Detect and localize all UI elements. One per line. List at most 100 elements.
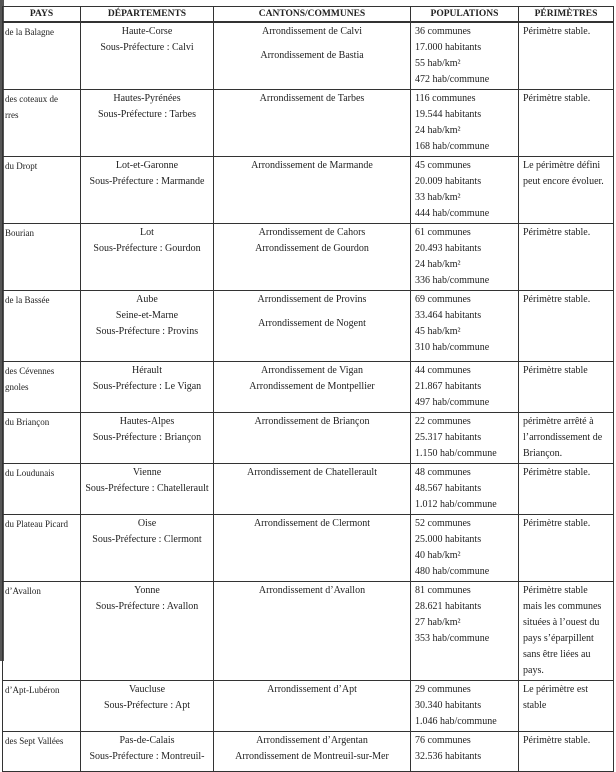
departement-text: Yonne	[134, 585, 160, 596]
population-cell: 52 communes 25.000 habitants 40 hab/km² 480…	[410, 514, 519, 582]
pays-cell: du Loudunais	[2, 463, 81, 515]
table-row: de la Balagne Haute-Corse Sous-Préfecture …	[2, 21, 614, 90]
departement-cell: Hérault Sous-Préfecture : Le Vigan	[80, 361, 214, 413]
departement-cell: Hautes-Pyrénées Sous-Préfecture : Tarbes	[80, 89, 214, 157]
population-text: 19.544 habitants	[415, 109, 482, 120]
population-text: 1.046 hab/commune	[415, 716, 497, 727]
table-row: des Cévennes gnoles Hérault Sous-Préfecture…	[2, 361, 614, 413]
pays-table: PAYS DÉPARTEMENTS CANTONS/COMMUNES POPUL…	[2, 6, 614, 772]
departement-text: Sous-Préfecture : Apt	[103, 700, 191, 711]
population-text: 17.000 habitants	[415, 42, 482, 53]
population-text: 30.340 habitants	[415, 700, 482, 711]
population-text: 33.464 habitants	[415, 310, 482, 321]
perimetre-text: Périmètre stable.	[523, 735, 591, 746]
population-text: 45 communes	[415, 160, 471, 171]
cantons-text	[218, 40, 406, 48]
cantons-text: Arrondissement de Provins	[257, 294, 367, 305]
perimetre-text: Périmètre stable.	[523, 93, 591, 104]
table-row: du Loudunais Vienne Sous-Préfecture : Chat…	[2, 463, 614, 515]
cantons-text	[218, 308, 406, 316]
perimetre-cell: Périmètre stable.	[518, 463, 614, 515]
perimetre-text: Périmètre stable.	[523, 227, 591, 238]
population-text: 33 hab/km²	[415, 192, 461, 203]
population-text: 32.536 habitants	[415, 751, 482, 762]
departement-cell: Pas-de-Calais Sous-Préfecture : Montreuil…	[80, 731, 214, 772]
population-text: 336 hab/commune	[415, 275, 490, 286]
departement-text: Sous-Préfecture : Briançon	[92, 432, 202, 443]
perimetre-text: Périmètre stable.	[523, 294, 591, 305]
cantons-cell: Arrondissement d’Argentan Arrondissement …	[213, 731, 411, 772]
table-row: d’Avallon Yonne Sous-Préfecture : Avallon A…	[2, 581, 614, 681]
departement-text: Lot	[140, 227, 154, 238]
table-row: d’Apt-Lubéron Vaucluse Sous-Préfecture : A…	[2, 680, 614, 732]
departement-text: Pas-de-Calais	[119, 735, 175, 746]
perimetre-cell: Périmètre stable mais les communes situé…	[518, 581, 614, 681]
departement-text: Hautes-Pyrénées	[113, 93, 181, 104]
departement-text: Aube	[136, 294, 158, 305]
population-text: 27 hab/km²	[415, 617, 461, 628]
population-text: 52 communes	[415, 518, 471, 529]
population-text: 1.012 hab/commune	[415, 499, 497, 510]
population-text: 28.621 habitants	[415, 601, 482, 612]
cantons-text: Arrondissement de Cahors	[258, 227, 366, 238]
header-populations: POPULATIONS	[410, 6, 519, 23]
pays-cell: du Dropt	[2, 156, 81, 224]
cantons-text: Arrondissement de Marmande	[251, 160, 373, 171]
perimetre-cell: Périmètre stable.	[518, 223, 614, 291]
population-text: 353 hab/commune	[415, 633, 490, 644]
population-text: 24 hab/km²	[415, 125, 461, 136]
population-text: 480 hab/commune	[415, 566, 490, 577]
pays-text: du Briançon	[5, 417, 50, 427]
population-text: 25.317 habitants	[415, 432, 482, 443]
perimetre-text: Périmètre stable.	[523, 467, 591, 478]
population-cell: 76 communes 32.536 habitants	[410, 731, 519, 772]
departement-cell: Lot Sous-Préfecture : Gourdon	[80, 223, 214, 291]
departement-text: Sous-Préfecture : Le Vigan	[92, 381, 202, 392]
population-text: 81 communes	[415, 585, 471, 596]
table-row: Bourian Lot Sous-Préfecture : Gourdon Arron…	[2, 223, 614, 291]
population-text: 22 communes	[415, 416, 471, 427]
departement-cell: Hautes-Alpes Sous-Préfecture : Briançon	[80, 412, 214, 464]
departement-text: Oise	[137, 518, 157, 529]
population-text: 69 communes	[415, 294, 471, 305]
cantons-text: Arrondissement de Vigan	[261, 365, 363, 376]
population-cell: 29 communes 30.340 habitants 1.046 hab/com…	[410, 680, 519, 732]
departement-text: Seine-et-Marne	[115, 310, 179, 321]
cantons-text: Arrondissement de Tarbes	[259, 93, 365, 104]
pays-text: du Dropt	[5, 161, 38, 171]
perimetre-cell: Périmètre stable.	[518, 731, 614, 772]
cantons-text: Arrondissement de Clermont	[253, 518, 371, 529]
departement-text: Sous-Préfecture : Clermont	[92, 534, 202, 545]
population-cell: 116 communes 19.544 habitants 24 hab/km² 16…	[410, 89, 519, 157]
departement-text: Sous-Préfecture : Provins	[95, 326, 199, 337]
departement-text: Sous-Préfecture : Avallon	[95, 601, 199, 612]
departement-text: Haute-Corse	[121, 26, 173, 37]
population-cell: 48 communes 48.567 habitants 1.012 hab/com…	[410, 463, 519, 515]
departement-cell: Yonne Sous-Préfecture : Avallon	[80, 581, 214, 681]
departement-cell: Oise Sous-Préfecture : Clermont	[80, 514, 214, 582]
population-text: 45 hab/km²	[415, 326, 461, 337]
cantons-cell: Arrondissement de Cahors Arrondissement d…	[213, 223, 411, 291]
cantons-cell: Arrondissement de Clermont	[213, 514, 411, 582]
population-cell: 81 communes 28.621 habitants 27 hab/km² 353…	[410, 581, 519, 681]
perimetre-text: périmètre arrêté à l’arrondissement de B…	[523, 416, 603, 459]
departement-text: Vaucluse	[128, 684, 166, 695]
pays-cell: Bourian	[2, 223, 81, 291]
cantons-text: Arrondissement de Gourdon	[255, 243, 369, 254]
pays-text: rres	[5, 110, 19, 120]
population-text: 310 hab/commune	[415, 342, 490, 353]
perimetre-text: Périmètre stable.	[523, 518, 591, 529]
pays-cell: du Briançon	[2, 412, 81, 464]
header-departements: DÉPARTEMENTS	[80, 6, 214, 23]
departement-text: Sous-Préfecture : Montreuil-	[89, 751, 205, 762]
population-cell: 22 communes 25.317 habitants 1.150 hab/com…	[410, 412, 519, 464]
perimetre-cell: Périmètre stable.	[518, 514, 614, 582]
population-text: 497 hab/commune	[415, 397, 490, 408]
cantons-text: Arrondissement de Nogent	[258, 318, 366, 329]
perimetre-text: Périmètre stable	[523, 365, 588, 376]
cantons-cell: Arrondissement de Provins Arrondissement …	[213, 290, 411, 362]
cantons-text: Arrondissement d’Avallon	[258, 585, 366, 596]
departement-text: Sous-Préfecture : Gourdon	[93, 243, 201, 254]
table-row: de la Bassée Aube Seine-et-Marne Sous-Préfe…	[2, 290, 614, 362]
perimetre-cell: Le périmètre défini peut encore évoluer.	[518, 156, 614, 224]
